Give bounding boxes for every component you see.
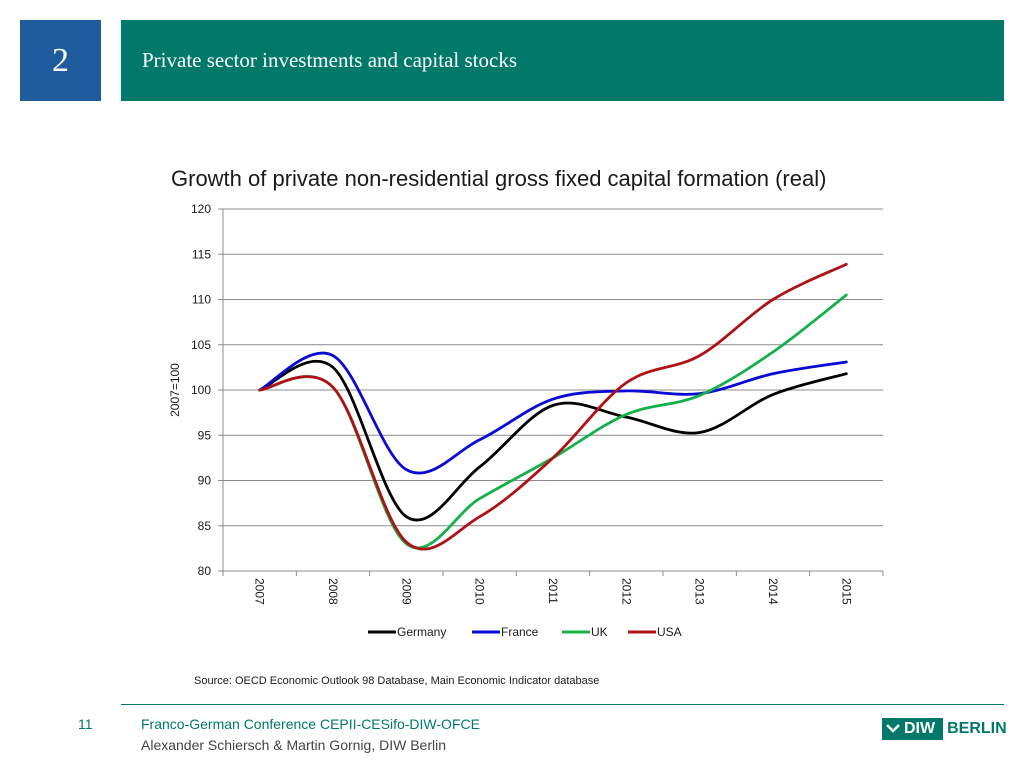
series-line-germany [258, 359, 848, 522]
data-point-germany-2010 [478, 466, 480, 468]
data-point-usa-2012 [625, 382, 627, 384]
line-chart: 80 85 90 95 100 105 110 115 120 2007 2008 2009 2010 2… [168, 202, 884, 639]
data-point-usa-2014 [772, 298, 774, 300]
diw-logo: DIW BERLIN [882, 716, 1007, 742]
data-point-france-2015 [845, 361, 847, 363]
data-point-france-2012 [625, 390, 627, 392]
data-point-uk-2010 [478, 497, 480, 499]
data-point-usa-2011 [552, 457, 554, 459]
data-point-germany-2008 [332, 366, 334, 368]
legend-label-germany: Germany [397, 625, 446, 639]
logo-mark: DIW [882, 718, 944, 740]
y-tick-label: 115 [192, 247, 211, 261]
data-point-usa-2010 [478, 516, 480, 518]
x-tick-label: 2012 [619, 578, 633, 605]
page-number: 11 [78, 716, 93, 732]
source-note: Source: OECD Economic Outlook 98 Databas… [194, 675, 600, 687]
data-point-usa-2008 [332, 386, 334, 388]
data-point-uk-2012 [625, 413, 627, 415]
logo-secondary-text: BERLIN [947, 720, 1007, 737]
y-tick-label: 120 [191, 202, 211, 216]
y-tick-label: 85 [198, 519, 212, 533]
footer-divider [121, 704, 1004, 705]
data-point-usa-2013 [698, 354, 700, 356]
footer-text: Franco-German Conference CEPII-CESifo-DI… [141, 714, 480, 756]
data-point-usa-2009 [405, 541, 407, 543]
slide-title: Private sector investments and capital s… [142, 48, 517, 72]
x-tick-label: 2010 [473, 578, 487, 605]
footer-authors: Alexander Schiersch & Martin Gornig, DIW… [141, 737, 446, 753]
y-tick-label: 80 [198, 564, 212, 578]
data-point-france-2014 [772, 373, 774, 375]
data-point-france-2009 [405, 468, 407, 470]
data-point-germany-2014 [772, 393, 774, 395]
data-point-germany-2013 [698, 431, 700, 433]
logo-primary-text: DIW [904, 720, 936, 737]
data-point-usa-2007 [258, 389, 260, 391]
data-point-usa-2015 [845, 263, 847, 265]
slide-title-bar: Private sector investments and capital s… [121, 20, 1004, 101]
x-tick-label: 2013 [693, 578, 707, 605]
series-line-uk [258, 293, 848, 550]
data-point-germany-2011 [552, 404, 554, 406]
data-point-germany-2009 [405, 516, 407, 518]
x-tick-label: 2007 [253, 578, 267, 605]
footer-conference: Franco-German Conference CEPII-CESifo-DI… [141, 716, 480, 732]
data-point-france-2008 [332, 354, 334, 356]
y-tick-label: 105 [191, 338, 211, 352]
section-number: 2 [20, 20, 101, 101]
data-point-france-2011 [552, 398, 554, 400]
series-line-usa [258, 262, 848, 551]
y-tick-label: 95 [198, 428, 212, 442]
data-point-uk-2014 [772, 351, 774, 353]
legend-label-uk: UK [591, 625, 608, 639]
chart-title: Growth of private non-residential gross … [171, 166, 827, 191]
x-tick-label: 2015 [839, 578, 853, 605]
y-tick-label: 110 [192, 293, 211, 307]
x-tick-label: 2011 [546, 578, 560, 604]
x-tick-label: 2009 [399, 578, 413, 605]
data-point-uk-2013 [698, 394, 700, 396]
data-point-uk-2015 [845, 294, 847, 296]
legend-label-france: France [501, 625, 539, 639]
y-tick-label: 100 [191, 383, 211, 397]
data-point-france-2010 [478, 439, 480, 441]
data-point-germany-2015 [845, 373, 847, 375]
legend-label-usa: USA [657, 625, 682, 639]
x-tick-label: 2008 [326, 578, 340, 605]
y-axis-label: 2007=100 [168, 363, 182, 417]
logo-chevron-icon [886, 724, 900, 733]
y-tick-label: 90 [198, 474, 212, 488]
x-tick-label: 2014 [766, 578, 780, 605]
series-line-france [258, 351, 848, 475]
